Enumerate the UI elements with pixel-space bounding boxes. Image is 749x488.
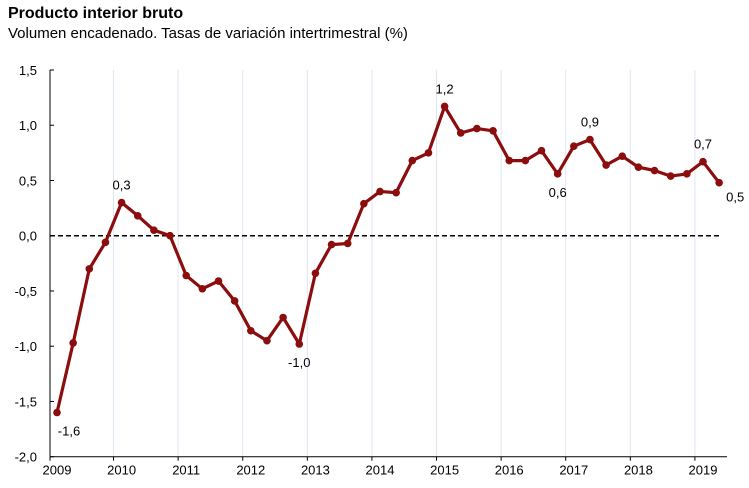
data-point	[279, 313, 287, 322]
data-point	[182, 271, 190, 280]
data-point	[117, 198, 126, 207]
y-tick-label: 1,5	[19, 63, 37, 78]
data-point	[360, 199, 368, 208]
data-point	[650, 166, 659, 175]
data-label: 0,7	[694, 137, 712, 152]
data-point	[327, 240, 336, 249]
data-point	[489, 126, 497, 135]
data-point	[376, 187, 384, 196]
x-tick-label: 2018	[624, 463, 653, 478]
data-point	[666, 172, 675, 180]
data-point	[150, 226, 158, 235]
data-point	[343, 239, 352, 248]
x-tick-label: 2017	[559, 463, 588, 478]
y-tick-label: 1,0	[19, 118, 37, 133]
series-line	[55, 104, 721, 413]
data-point	[456, 129, 465, 137]
x-tick-label: 2012	[236, 463, 265, 478]
y-tick-label: -1,0	[15, 339, 37, 354]
data-label: 1,2	[436, 81, 454, 96]
x-tick-label: 2016	[495, 463, 524, 478]
x-tick-label: 2010	[107, 463, 136, 478]
data-point	[166, 231, 174, 240]
data-label: 0,5	[726, 190, 744, 205]
data-point	[618, 152, 627, 160]
x-tick-label: 2011	[172, 463, 200, 478]
y-tick-label: -1,5	[15, 394, 37, 409]
y-tick-label: 0,0	[19, 229, 37, 244]
x-tick-label: 2019	[689, 463, 718, 478]
data-point	[295, 340, 304, 348]
data-label: 0,9	[581, 115, 599, 130]
chart-title: Producto interior bruto	[8, 5, 184, 22]
data-label: 0,3	[113, 178, 131, 193]
data-point	[553, 170, 562, 178]
x-tick-label: 2015	[430, 463, 459, 478]
data-point	[69, 339, 77, 347]
data-point	[537, 146, 546, 155]
y-tick-label: 0,5	[19, 173, 37, 188]
data-point	[198, 284, 207, 293]
data-point	[424, 149, 433, 157]
data-label: -1,6	[58, 424, 80, 439]
data-point	[392, 188, 400, 197]
data-point	[586, 135, 594, 144]
data-point	[683, 170, 691, 178]
data-point	[408, 156, 417, 165]
data-point	[473, 124, 481, 133]
x-tick-label: 2014	[366, 463, 395, 478]
data-point	[715, 178, 723, 187]
data-point	[521, 156, 530, 165]
x-tick-label: 2013	[301, 463, 330, 478]
data-label: -1,0	[288, 355, 310, 370]
data-label: 0,6	[549, 185, 567, 200]
data-point	[311, 269, 320, 278]
data-point	[247, 326, 255, 335]
data-point	[53, 408, 61, 417]
data-point	[101, 238, 110, 247]
data-point	[699, 157, 707, 166]
data-point	[263, 336, 271, 345]
data-point	[570, 142, 578, 151]
data-point	[85, 265, 94, 273]
data-point	[602, 161, 610, 169]
data-point	[214, 277, 223, 285]
data-point	[133, 212, 142, 220]
y-tick-label: -0,5	[15, 284, 37, 299]
chart-subtitle: Volumen encadenado. Tasas de variación i…	[8, 25, 408, 42]
x-tick-label: 2009	[43, 463, 72, 478]
data-point	[440, 102, 449, 111]
data-point	[505, 156, 513, 165]
data-point	[230, 297, 239, 305]
data-point	[634, 163, 643, 172]
y-tick-label: -2,0	[15, 450, 37, 465]
